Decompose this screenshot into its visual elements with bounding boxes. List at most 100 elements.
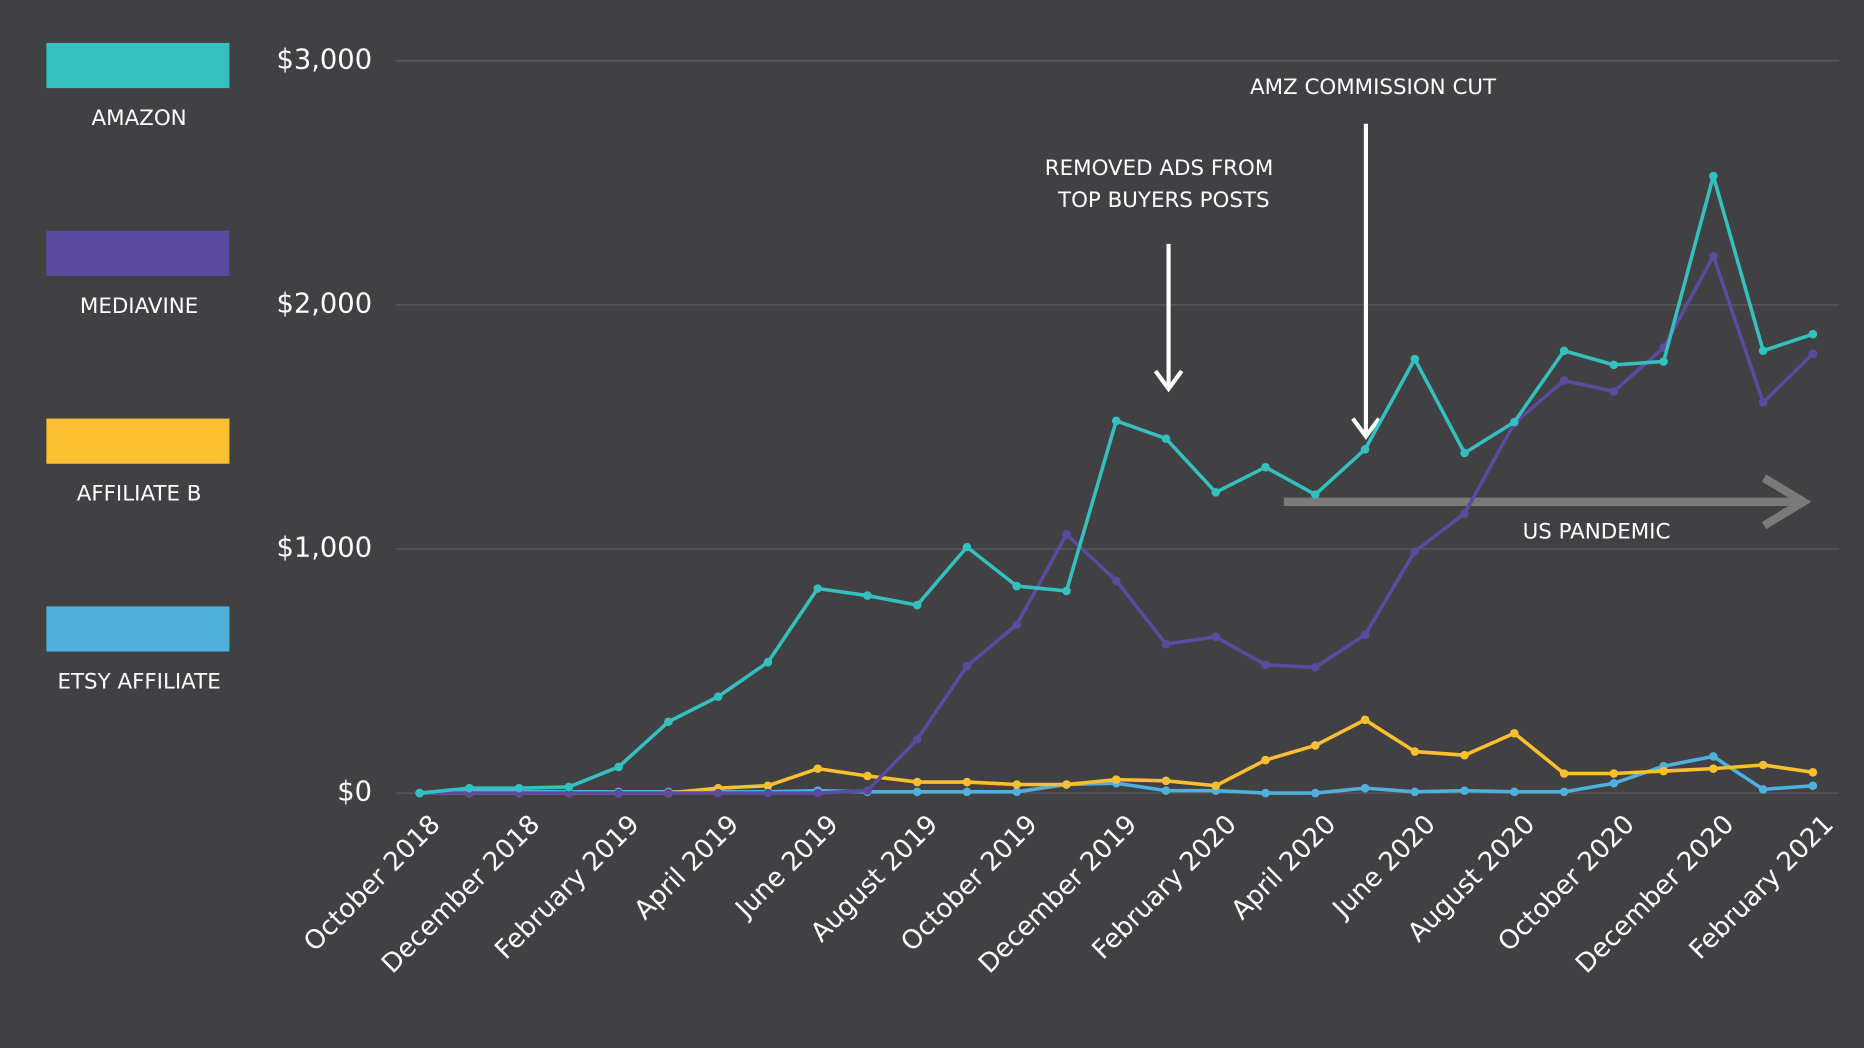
data-point (813, 764, 822, 773)
data-point (1510, 728, 1519, 738)
data-point (664, 717, 673, 727)
annotation: REMOVED ADS FROM (1045, 156, 1274, 181)
data-point (1410, 747, 1420, 756)
legend-label: ETSY AFFILIATE (57, 669, 220, 694)
data-point (1211, 632, 1221, 642)
data-point (962, 787, 972, 797)
data-point (763, 781, 773, 790)
data-point (1510, 417, 1519, 427)
data-point (1012, 581, 1022, 591)
data-point (912, 787, 922, 797)
data-point (564, 782, 574, 792)
data-point (1261, 788, 1270, 798)
data-point (1311, 663, 1320, 672)
data-point (1012, 620, 1022, 629)
legend-label: AFFILIATE B (77, 482, 202, 507)
data-point (1758, 346, 1768, 356)
data-point (1808, 781, 1818, 790)
data-point (514, 783, 524, 793)
data-point (1460, 786, 1469, 795)
data-point (1211, 488, 1221, 497)
data-point (1111, 416, 1121, 426)
data-point (1111, 775, 1121, 784)
data-point (1460, 509, 1469, 518)
data-point (1460, 750, 1469, 760)
data-point (1311, 788, 1320, 798)
data-point (1012, 780, 1022, 789)
data-point (1559, 787, 1569, 797)
data-point (1360, 715, 1370, 725)
data-point (1460, 448, 1469, 458)
data-point (1062, 530, 1071, 539)
y-tick-label: $0 (337, 777, 372, 808)
data-point (813, 584, 822, 593)
data-point (1261, 660, 1270, 670)
data-point (962, 542, 972, 552)
data-point (1311, 741, 1320, 750)
data-point (664, 788, 673, 798)
data-point (614, 762, 623, 772)
data-point (1609, 387, 1619, 396)
data-point (912, 735, 922, 744)
annotation: AMZ COMMISSION CUT (1250, 75, 1497, 100)
y-tick-label: $1,000 (276, 532, 372, 563)
data-point (1758, 785, 1768, 794)
data-point (1360, 783, 1370, 793)
data-point (863, 591, 872, 600)
data-point (1758, 398, 1768, 407)
data-point (564, 788, 574, 798)
data-point (1808, 349, 1818, 358)
data-point (1559, 769, 1569, 778)
data-point (1360, 630, 1370, 640)
data-point (1062, 586, 1071, 596)
annotation: US PANDEMIC (1523, 520, 1671, 545)
data-point (1609, 778, 1619, 788)
data-point (1808, 768, 1818, 777)
y-tick-label: $3,000 (276, 44, 372, 75)
data-point (415, 788, 424, 798)
data-point (763, 657, 773, 667)
data-point (713, 788, 723, 798)
annotations: AMZ COMMISSION CUT REMOVED ADS FROM TOP … (1045, 75, 1812, 545)
data-point (763, 788, 773, 798)
legend-label: AMAZON (92, 106, 187, 131)
data-point (1211, 781, 1221, 790)
data-point (1709, 251, 1718, 261)
series (415, 171, 1818, 798)
data-point (1161, 434, 1171, 443)
data-point (1161, 786, 1171, 795)
data-point (1609, 769, 1619, 778)
annotation-arrow (1283, 474, 1812, 530)
data-point (1559, 376, 1569, 385)
data-point (1311, 490, 1320, 499)
data-point (912, 600, 922, 610)
data-point (813, 788, 822, 798)
data-point (863, 771, 872, 781)
data-point (1709, 764, 1718, 773)
data-point (1510, 787, 1519, 797)
data-point (1709, 171, 1718, 181)
annotation: TOP BUYERS POSTS (1057, 188, 1270, 213)
data-point (1261, 462, 1270, 472)
data-point (1360, 445, 1370, 454)
data-point (1659, 357, 1668, 366)
legend-swatch (46, 42, 230, 89)
y-tick-label: $2,000 (276, 288, 372, 319)
data-point (1659, 766, 1668, 776)
legend-swatch (46, 606, 230, 652)
data-point (1410, 787, 1420, 797)
data-point (1161, 776, 1171, 786)
data-point (1808, 329, 1818, 339)
data-point (912, 777, 922, 787)
data-point (962, 661, 972, 671)
data-point (1062, 780, 1071, 789)
data-point (1161, 639, 1171, 649)
data-point (1758, 760, 1768, 770)
data-point (713, 692, 723, 701)
data-point (1111, 576, 1121, 585)
legend-label: MEDIAVINE (80, 294, 198, 319)
data-point (1410, 547, 1420, 556)
